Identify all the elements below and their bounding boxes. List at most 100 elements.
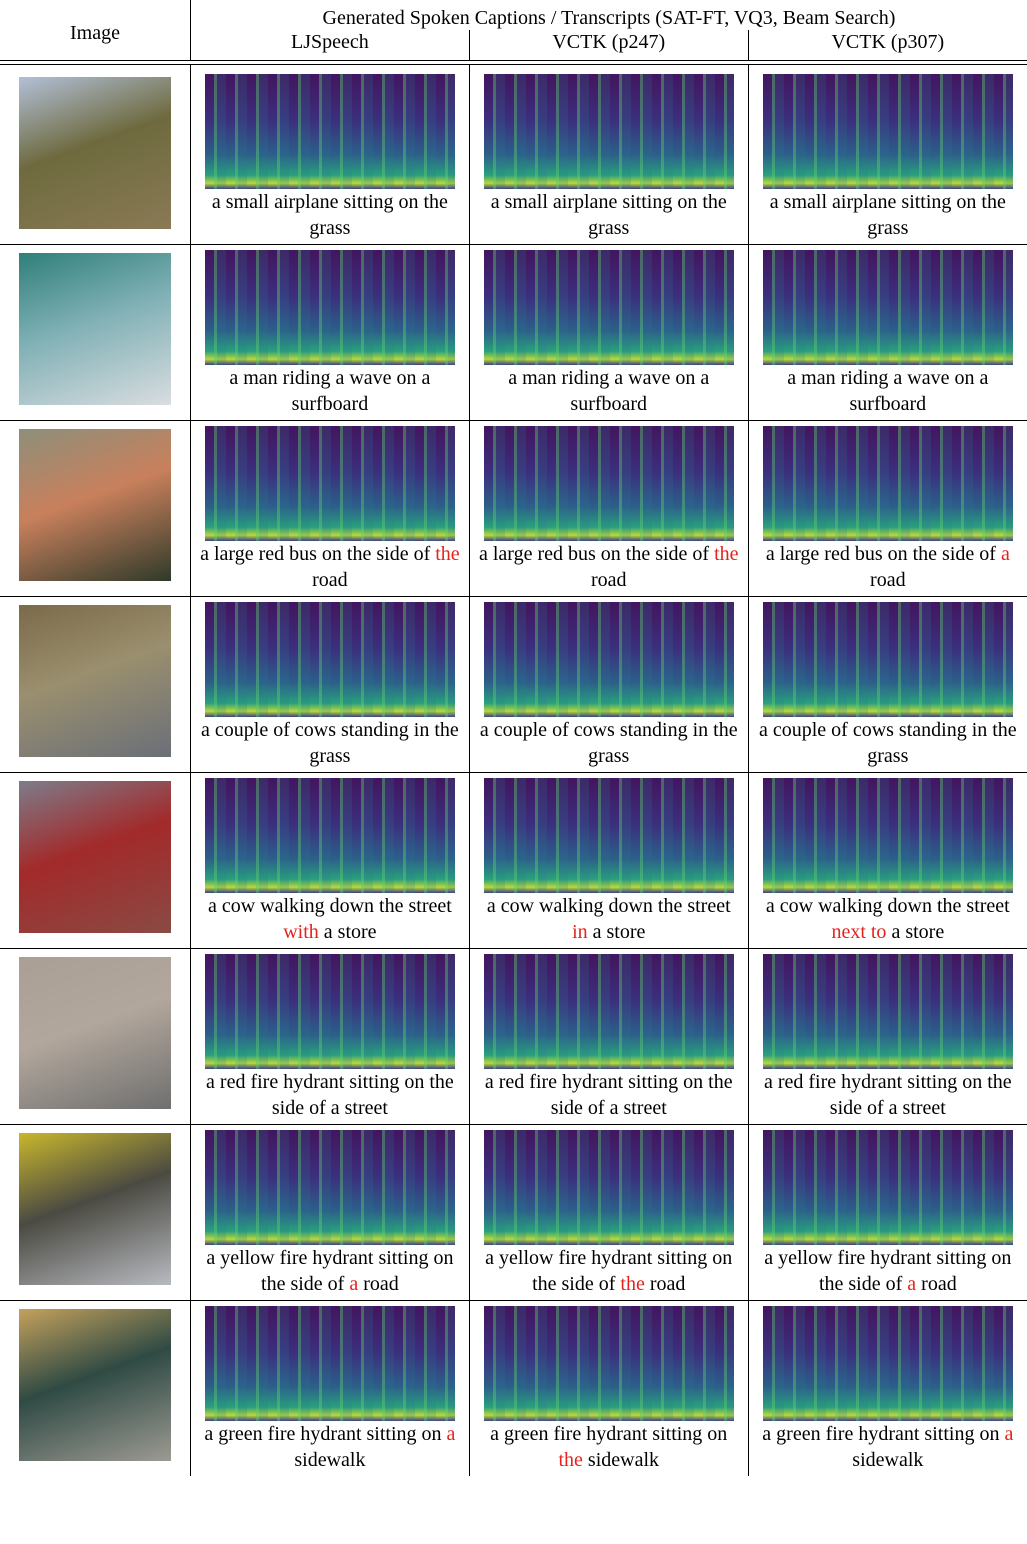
spectrogram [762, 426, 1013, 541]
caption: a green fire hydrant sitting on a sidewa… [757, 1421, 1019, 1473]
caption-text: a cow walking down the street [765, 895, 1010, 917]
table-body: a small airplane sitting on the grass a s… [0, 69, 1027, 1476]
spectrogram [483, 778, 734, 893]
caption-text: sidewalk [582, 1449, 659, 1471]
caption-cell: a red fire hydrant sitting on the side o… [190, 948, 470, 1125]
column-header: VCTK (p247) [469, 30, 749, 61]
caption: a couple of cows standing in the grass [199, 717, 461, 769]
caption-cell: a cow walking down the street with a sto… [190, 772, 470, 949]
spectrogram [204, 74, 455, 189]
caption-cell: a man riding a wave on a surfboard [748, 245, 1027, 421]
caption: a yellow fire hydrant sitting on the sid… [757, 1245, 1019, 1297]
spectrogram [483, 250, 734, 365]
spectrogram [204, 602, 455, 717]
column-header: LJSpeech [190, 30, 470, 61]
highlighted-word: the [620, 1273, 645, 1295]
caption-text: a store [886, 921, 945, 943]
image-header: Image [0, 0, 191, 61]
image-cell [0, 772, 191, 949]
spectrogram [483, 1130, 734, 1245]
table-row: a yellow fire hydrant sitting on the sid… [0, 1124, 1027, 1301]
caption-text: a green fire hydrant sitting on [762, 1423, 1005, 1445]
caption-text: a man riding a wave on a surfboard [508, 367, 710, 415]
caption-cell: a man riding a wave on a surfboard [469, 244, 749, 421]
caption-text: a yellow fire hydrant sitting on the sid… [485, 1247, 733, 1295]
caption-cell: a green fire hydrant sitting on the side… [469, 1300, 749, 1476]
highlighted-word: a [1000, 543, 1010, 565]
caption-text: a small airplane sitting on the grass [211, 191, 448, 239]
caption: a yellow fire hydrant sitting on the sid… [478, 1245, 740, 1297]
caption: a large red bus on the side of a road [757, 541, 1019, 593]
caption-text: a man riding a wave on a surfboard [229, 367, 431, 415]
photo [19, 781, 171, 933]
table-row: a large red bus on the side of the road a… [0, 420, 1027, 597]
spectrogram [483, 602, 734, 717]
spectrogram [483, 74, 734, 189]
image-cell [0, 69, 191, 245]
caption-text: road [590, 569, 627, 591]
caption-text: road [358, 1273, 399, 1295]
spectrogram [762, 74, 1013, 189]
caption-text: a cow walking down the street [207, 895, 452, 917]
photo [19, 253, 171, 405]
highlighted-word: a [349, 1273, 359, 1295]
caption-cell: a large red bus on the side of a road [748, 421, 1027, 597]
caption-cell: a cow walking down the street next to a … [748, 773, 1027, 949]
caption-text: a couple of cows standing in the grass [758, 719, 1017, 767]
caption-text: sidewalk [852, 1449, 924, 1471]
spectrogram [204, 250, 455, 365]
caption: a small airplane sitting on the grass [478, 189, 740, 241]
caption-cell: a small airplane sitting on the grass [748, 69, 1027, 245]
highlighted-word: in [572, 921, 588, 943]
caption: a yellow fire hydrant sitting on the sid… [199, 1245, 461, 1297]
table-row: a man riding a wave on a surfboard a man … [0, 244, 1027, 421]
caption-text: a couple of cows standing in the grass [201, 719, 459, 767]
caption-text: road [916, 1273, 957, 1295]
caption-cell: a large red bus on the side of the road [190, 420, 470, 597]
caption-text: a cow walking down the street [486, 895, 731, 917]
caption-cell: a couple of cows standing in the grass [469, 596, 749, 773]
spectrogram [204, 1306, 455, 1421]
image-cell [0, 1124, 191, 1301]
photo [19, 1133, 171, 1285]
double-rule [0, 60, 1027, 65]
caption: a green fire hydrant sitting on a sidewa… [199, 1421, 461, 1473]
caption: a couple of cows standing in the grass [478, 717, 740, 769]
caption-text: road [644, 1273, 686, 1295]
caption-text: a green fire hydrant sitting on [490, 1423, 728, 1445]
image-cell [0, 1300, 191, 1476]
column-header: VCTK (p307) [747, 30, 1027, 61]
caption: a man riding a wave on a surfboard [199, 365, 461, 417]
table-row: a small airplane sitting on the grass a s… [0, 69, 1027, 245]
caption-text: a small airplane sitting on the grass [769, 191, 1006, 239]
table-row: a cow walking down the street with a sto… [0, 772, 1027, 949]
highlighted-word: the [714, 543, 739, 565]
highlighted-word: the [435, 543, 460, 565]
caption-text: a store [587, 921, 646, 943]
caption-text: sidewalk [294, 1449, 366, 1471]
caption: a large red bus on the side of the road [199, 541, 461, 593]
spectrogram [762, 1130, 1013, 1245]
image-cell [0, 244, 191, 421]
highlighted-word: with [283, 921, 319, 943]
caption-cell: a man riding a wave on a surfboard [190, 244, 470, 421]
spectrogram [762, 1306, 1013, 1421]
caption-cell: a cow walking down the street in a store [469, 772, 749, 949]
caption-text: a red fire hydrant sitting on the side o… [484, 1071, 733, 1119]
caption-text: a red fire hydrant sitting on the side o… [763, 1071, 1012, 1119]
caption: a red fire hydrant sitting on the side o… [757, 1069, 1019, 1121]
results-table: Image Generated Spoken Captions / Transc… [0, 0, 1027, 1476]
caption: a red fire hydrant sitting on the side o… [199, 1069, 461, 1121]
photo [19, 957, 171, 1109]
caption-text: a couple of cows standing in the grass [479, 719, 738, 767]
caption: a large red bus on the side of the road [478, 541, 740, 593]
caption-cell: a red fire hydrant sitting on the side o… [469, 948, 749, 1125]
spectrogram [204, 1130, 455, 1245]
spectrogram [483, 426, 734, 541]
spectrogram [483, 1306, 734, 1421]
highlighted-word: a [1004, 1423, 1014, 1445]
highlighted-word: a [446, 1423, 456, 1445]
caption: a green fire hydrant sitting on the side… [478, 1421, 740, 1473]
spectrogram [762, 778, 1013, 893]
